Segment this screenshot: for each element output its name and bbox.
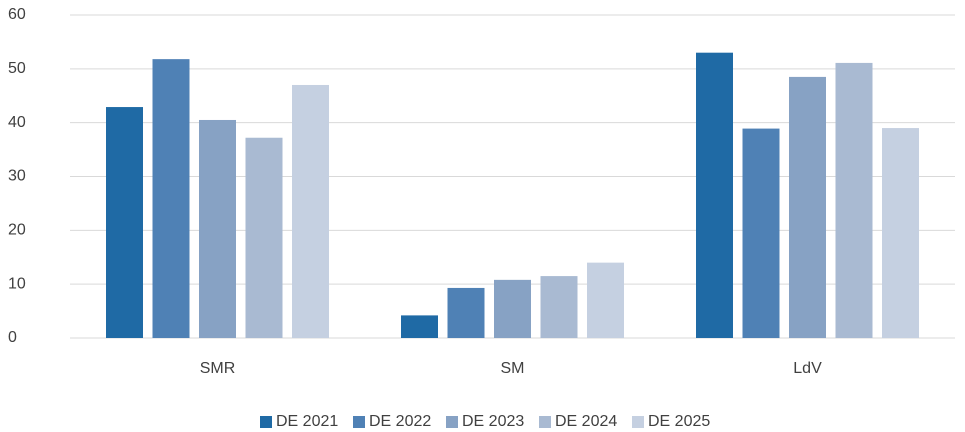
x-tick-label: SM [501, 360, 525, 377]
bar [789, 76, 826, 339]
legend-swatch [446, 416, 458, 428]
legend-label: DE 2024 [555, 413, 617, 430]
y-tick-label: 30 [8, 168, 26, 185]
bar [245, 137, 283, 338]
y-tick-label: 0 [8, 329, 17, 346]
legend-label: DE 2022 [369, 413, 431, 430]
y-tick-label: 40 [8, 114, 26, 131]
legend-swatch [539, 416, 551, 428]
legend-swatch [632, 416, 644, 428]
x-tick-label: LdV [793, 360, 822, 377]
bar [742, 128, 780, 338]
y-tick-label: 50 [8, 60, 26, 77]
x-tick-label: SMR [200, 360, 236, 377]
bar [447, 287, 485, 338]
legend-label: DE 2023 [462, 413, 524, 430]
bar [696, 52, 733, 338]
y-tick-label: 60 [8, 6, 26, 23]
y-tick-label: 20 [8, 222, 26, 239]
bar [494, 279, 531, 338]
legend-label: DE 2025 [648, 413, 710, 430]
legend-label: DE 2021 [276, 413, 338, 430]
legend-swatch [353, 416, 365, 428]
bar [199, 119, 236, 338]
bar [401, 315, 438, 338]
bar [540, 276, 578, 338]
bar [587, 262, 624, 338]
bar [152, 59, 190, 338]
bar [106, 107, 143, 339]
bar [882, 128, 919, 338]
bar [292, 84, 329, 338]
legend-swatch [260, 416, 272, 428]
y-tick-label: 10 [8, 275, 26, 292]
bar [835, 62, 873, 338]
